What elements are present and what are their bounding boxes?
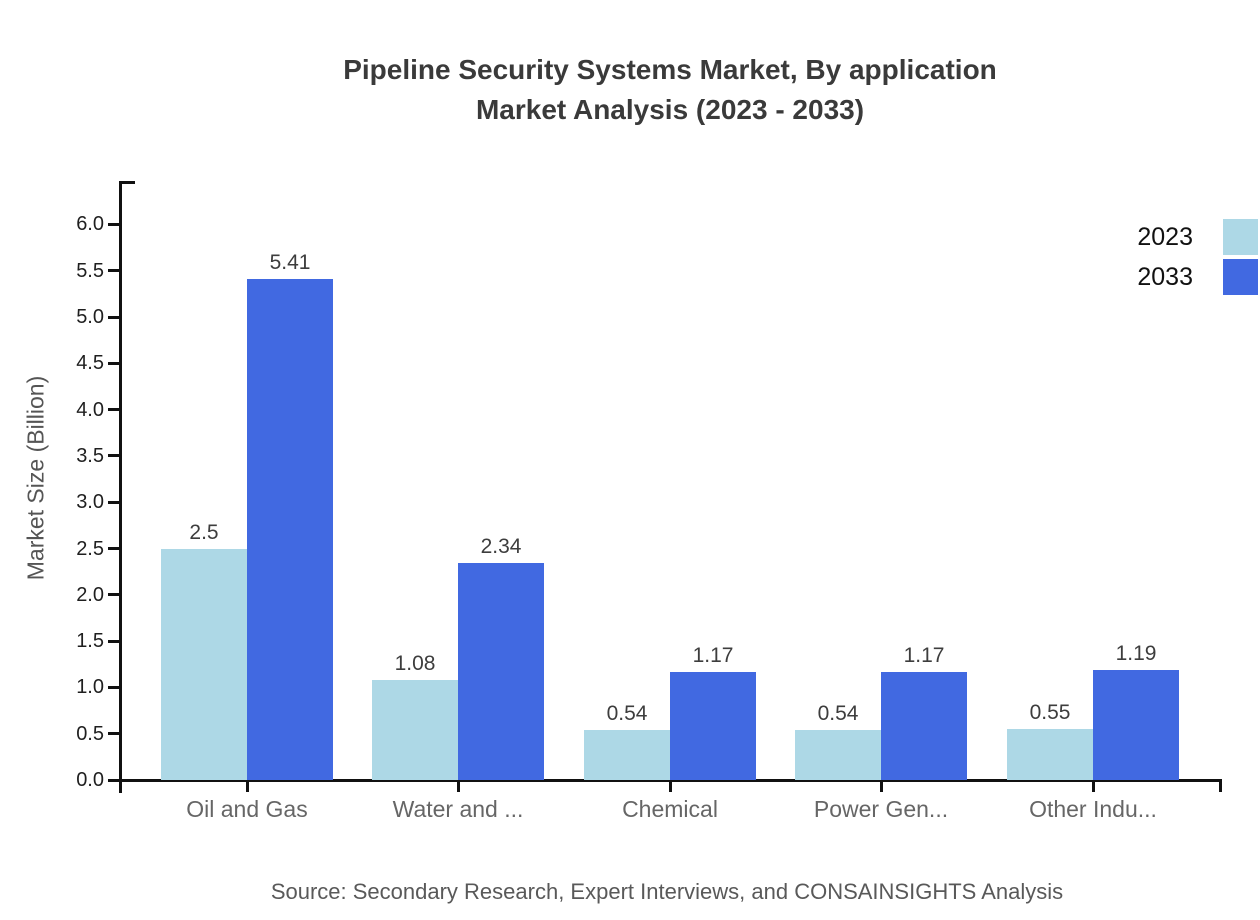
y-tick-label: 0.0 xyxy=(76,769,104,791)
y-tick-label: 1.0 xyxy=(76,676,104,699)
x-tick-mark xyxy=(456,780,460,792)
bar-value-label: 0.55 xyxy=(1029,701,1071,725)
bar-2023-power-gen[interactable] xyxy=(795,729,881,780)
chart-title: Pipeline Security Systems Market, By app… xyxy=(80,50,1260,130)
y-tick-mark xyxy=(108,315,120,319)
x-tick-mark xyxy=(1091,780,1095,792)
y-tick-mark xyxy=(108,732,120,736)
x-axis-label-oil-and-gas: Oil and Gas xyxy=(186,796,308,822)
y-tick-label: 6.0 xyxy=(76,213,104,236)
y-tick-mark xyxy=(108,454,120,458)
y-tick-mark xyxy=(108,593,120,597)
y-tick-mark xyxy=(108,408,120,412)
x-axis-label-chemical: Chemical xyxy=(622,796,718,822)
bar-2023-water-and[interactable] xyxy=(372,679,458,780)
bar-value-label: 1.17 xyxy=(903,643,945,667)
x-axis-label-water-and: Water and ... xyxy=(392,796,524,822)
bar-value-label: 5.41 xyxy=(269,251,311,275)
bar-2033-chemical[interactable] xyxy=(670,671,756,780)
y-axis-spine xyxy=(119,182,122,793)
y-tick-label: 5.0 xyxy=(76,306,104,328)
bar-value-label: 2.34 xyxy=(480,535,522,559)
y-tick-label: 2.0 xyxy=(76,583,104,606)
y-tick-mark xyxy=(108,778,120,782)
x-axis-right-cap xyxy=(1219,779,1222,792)
y-tick-label: 4.5 xyxy=(76,352,104,375)
x-tick-mark xyxy=(245,780,249,792)
chart-title-line1: Pipeline Security Systems Market, By app… xyxy=(343,54,997,85)
bar-2023-other-indu[interactable] xyxy=(1007,729,1093,780)
y-tick-mark xyxy=(108,222,120,226)
x-tick-mark xyxy=(668,780,672,792)
bar-value-label: 0.54 xyxy=(606,701,648,725)
bar-2023-chemical[interactable] xyxy=(584,729,670,780)
y-tick-label: 2.5 xyxy=(76,537,104,560)
y-tick-label: 1.5 xyxy=(76,630,104,653)
bar-2033-power-gen[interactable] xyxy=(881,671,967,780)
x-axis-label-other-indu: Other Indu... xyxy=(1029,796,1157,822)
x-tick-mark xyxy=(879,780,883,792)
y-tick-mark xyxy=(108,269,120,273)
x-axis-spine xyxy=(109,779,1222,782)
y-tick-label: 3.0 xyxy=(76,491,104,514)
y-tick-label: 0.5 xyxy=(76,722,104,745)
bar-2033-water-and[interactable] xyxy=(458,563,544,780)
y-tick-mark xyxy=(108,361,120,365)
bar-value-label: 1.17 xyxy=(692,643,734,667)
y-tick-mark xyxy=(108,547,120,550)
y-tick-mark xyxy=(108,500,120,504)
y-tick-label: 5.5 xyxy=(76,259,104,282)
bar-2033-other-indu[interactable] xyxy=(1093,669,1179,780)
bar-value-label: 0.54 xyxy=(817,701,859,725)
y-tick-label: 4.0 xyxy=(76,398,104,421)
y-tick-mark xyxy=(108,639,120,643)
bar-2023-oil-and-gas[interactable] xyxy=(161,548,247,780)
bar-value-label: 1.08 xyxy=(394,651,436,675)
chart-title-line2: Market Analysis (2023 - 2033) xyxy=(475,94,865,125)
source-note: Source: Secondary Research, Expert Inter… xyxy=(270,879,1064,904)
legend-swatch-2033 xyxy=(1223,259,1258,295)
legend-item-2033[interactable]: 2033 xyxy=(1137,259,1258,295)
legend-label-2033: 2033 xyxy=(1137,262,1193,291)
legend-label-2023: 2023 xyxy=(1137,222,1193,251)
legend-item-2023[interactable]: 2023 xyxy=(1137,219,1258,255)
x-axis-label-power-gen: Power Gen... xyxy=(813,796,949,822)
y-tick-label: 3.5 xyxy=(76,444,104,467)
y-tick-mark xyxy=(108,685,120,689)
y-axis-top-cap xyxy=(119,181,135,184)
legend-swatch-2023 xyxy=(1223,219,1258,255)
bar-value-label: 1.19 xyxy=(1115,641,1157,665)
bar-2033-oil-and-gas[interactable] xyxy=(247,279,333,780)
legend: 2023 2033 xyxy=(1137,219,1258,299)
bar-value-label: 2.5 xyxy=(189,520,219,544)
